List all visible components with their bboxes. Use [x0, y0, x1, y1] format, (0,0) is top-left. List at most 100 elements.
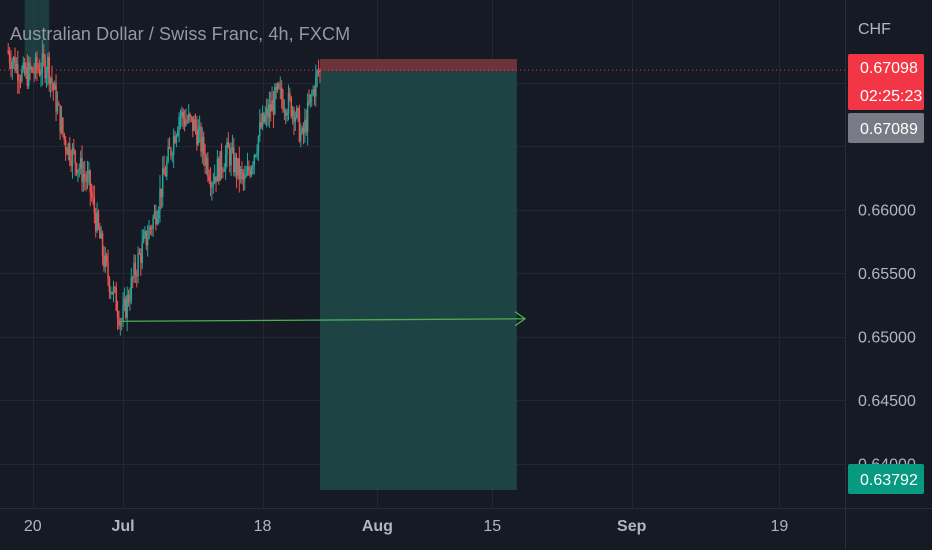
candle-body [144, 230, 146, 236]
candle-body [75, 163, 78, 174]
candle-body [85, 177, 87, 182]
candle-body [105, 255, 108, 263]
candle-body [120, 321, 123, 323]
candle-body [88, 170, 90, 174]
price-tick-label: 0.65000 [858, 330, 916, 347]
candle-body [186, 120, 189, 122]
candle-body [137, 253, 139, 276]
candle-body [202, 136, 205, 155]
candle-body [103, 256, 105, 268]
candle-body [33, 72, 35, 74]
candle-body [166, 161, 168, 177]
candle-body [239, 168, 242, 179]
candle-body [45, 72, 48, 79]
candle-body [66, 149, 68, 155]
candle-body [200, 126, 202, 152]
candle-body [187, 113, 190, 121]
candle-body [291, 109, 294, 117]
candle-body [294, 117, 297, 122]
candle-body [304, 119, 306, 134]
candle-body [100, 233, 102, 239]
candle-body [246, 166, 249, 175]
candle-body [163, 168, 165, 175]
stop-loss-zone[interactable] [319, 59, 517, 72]
candle-body [133, 262, 135, 279]
candle-body [86, 173, 89, 182]
candle-body [245, 174, 247, 178]
candle-body [201, 136, 204, 152]
candle-body [252, 164, 254, 168]
candle-body [301, 127, 303, 133]
candle-body [64, 140, 67, 150]
entry-price-badge: 0.67089 [860, 121, 918, 138]
candle-body [70, 160, 72, 166]
candle-body [81, 157, 83, 183]
candle-body [275, 87, 277, 90]
candle-body [110, 291, 112, 293]
candle-body [278, 83, 280, 88]
price-tick-label: 0.64500 [858, 393, 916, 410]
position-zones[interactable] [24, 0, 517, 490]
candle-body [41, 53, 44, 74]
candle-body [126, 294, 128, 318]
candle-body [118, 318, 120, 326]
candle-body [111, 291, 113, 295]
candle-body [215, 176, 217, 182]
candle-body [157, 210, 160, 219]
candle-body [73, 147, 75, 151]
candle-body [204, 154, 206, 166]
candle-body [233, 147, 235, 173]
candle-body [265, 108, 268, 116]
candle-body [260, 122, 262, 127]
candle-body [40, 73, 42, 76]
candle-body [261, 112, 264, 127]
candle-body [310, 94, 313, 96]
candle-body [38, 69, 41, 76]
candle-body [315, 75, 317, 97]
candle-body [15, 63, 18, 71]
candle-body [192, 116, 194, 131]
candle-body [155, 211, 157, 225]
candle-body [295, 108, 298, 118]
candle-body [238, 158, 241, 179]
candle-body [127, 294, 130, 303]
candle-body [114, 287, 116, 289]
arrow-head[interactable] [514, 311, 527, 327]
candle-body [259, 122, 261, 137]
candle-body [77, 169, 79, 174]
candle-body [290, 97, 292, 117]
candle-body [305, 119, 308, 132]
candle-body [313, 89, 316, 97]
candle-body [148, 227, 150, 239]
candle-body [115, 287, 117, 311]
candle-body [242, 173, 245, 180]
candlestick-series [7, 40, 321, 336]
candle-body [319, 70, 321, 72]
candle-body [23, 62, 26, 75]
candle-body [11, 61, 14, 69]
candle-body [248, 166, 250, 171]
take-profit-zone[interactable] [319, 71, 517, 490]
time-axis[interactable]: 20 Jul 18 Aug 15 Sep 19 [0, 508, 932, 536]
candle-body [19, 80, 22, 82]
candle-body [224, 154, 227, 171]
candle-body [226, 141, 228, 155]
candle-body [218, 159, 220, 181]
candle-body [302, 127, 305, 134]
candle-body [175, 135, 178, 143]
candle-body [208, 176, 210, 181]
candle-body [17, 63, 19, 81]
candle-body [207, 158, 209, 177]
candle-body [37, 69, 40, 71]
candle-body [286, 113, 288, 116]
candle-body [181, 111, 183, 117]
candle-body [55, 84, 57, 112]
candle-body [283, 110, 286, 112]
candle-body [190, 116, 193, 118]
candle-body [300, 132, 302, 142]
candle-body [116, 310, 119, 319]
arrow-line[interactable] [123, 318, 526, 322]
candle-body [160, 188, 163, 197]
